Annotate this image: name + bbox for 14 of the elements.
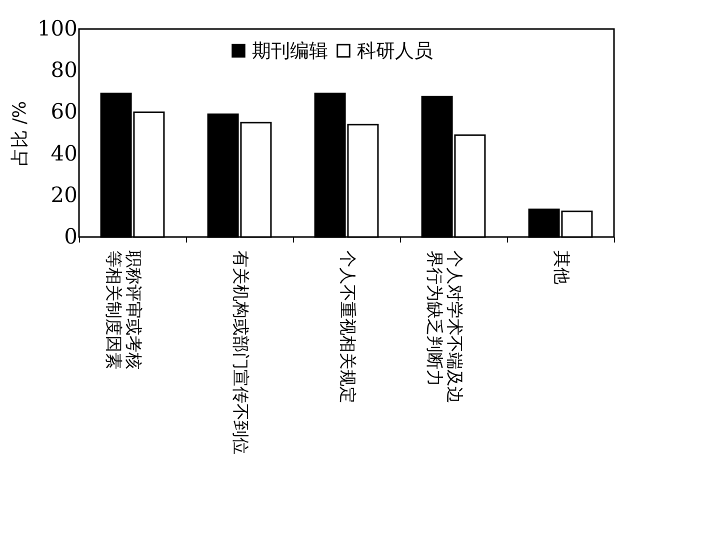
y-tick-label: 20 (50, 182, 78, 207)
y-tick-label: 100 (37, 16, 78, 40)
x-tick-label: 其他 (551, 250, 571, 284)
legend-label: 期刊编辑 (252, 40, 328, 62)
legend-label: 科研人员 (357, 40, 433, 62)
y-axis-title: 占比 /% (9, 101, 30, 166)
y-tick-label: 60 (50, 100, 78, 124)
y-tick-label: 40 (50, 141, 78, 166)
y-tick-label: 0 (64, 224, 78, 248)
x-tick-label: 个人对学术不端及边界行为缺乏判断力 (424, 250, 464, 404)
x-tick-label: 有关机构或部门宣传不到位 (230, 250, 250, 454)
y-tick-label: 80 (50, 58, 78, 82)
x-tick-label: 职称评审或考核等相关制度因素 (103, 250, 143, 370)
x-tick-label: 个人不重视相关规定 (337, 250, 357, 404)
